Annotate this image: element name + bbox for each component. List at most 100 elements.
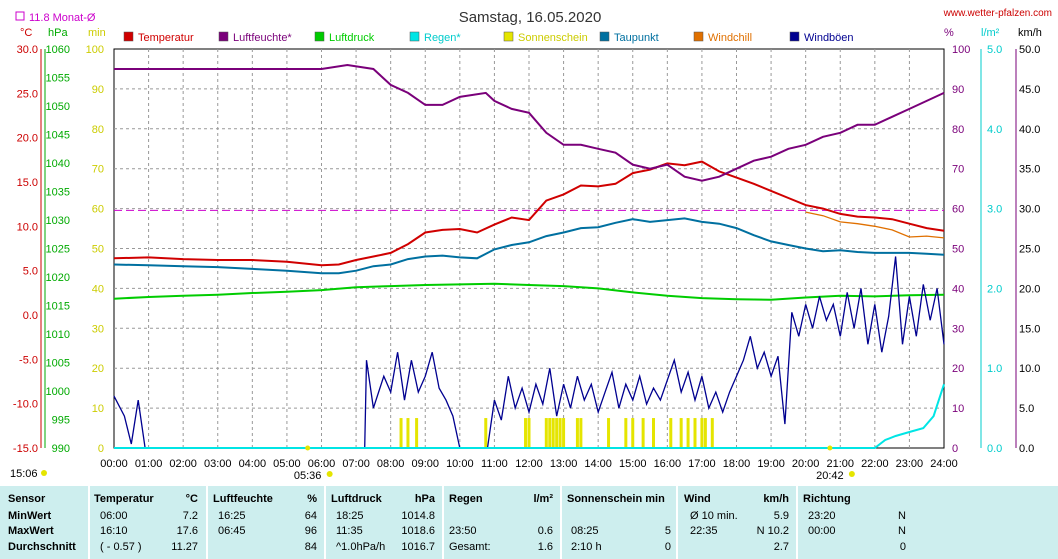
monthly-average-label: 11.8 Monat-Ø [29, 12, 96, 24]
axis-tick-label: 20 [952, 363, 964, 375]
sunshine-bar [548, 418, 552, 448]
x-tick-label: 16:00 [654, 458, 682, 470]
table-cell: 1016.7 [401, 541, 435, 553]
axis-tick-label: 5.0 [23, 266, 38, 278]
axis-tick-label: 25.0 [1019, 244, 1040, 256]
axis-tick-label: 1050 [46, 101, 70, 113]
table-cell: 2:10 h [571, 541, 602, 553]
table-cell: N [898, 525, 906, 537]
legend-label: Temperatur [138, 32, 194, 44]
table-header: Temperatur [94, 493, 154, 505]
axis-tick-label: 30 [952, 323, 964, 335]
legend-label: Luftfeuchte* [233, 32, 292, 44]
x-tick-label: 02:00 [169, 458, 197, 470]
x-tick-label: 03:00 [204, 458, 232, 470]
site-url: www.wetter-pfalzen.com [943, 8, 1052, 19]
sunshine-bar [406, 418, 410, 448]
axis-tick-label: 1030 [46, 215, 70, 227]
x-tick-label: 11:00 [481, 458, 508, 470]
axis-tick-label: 30.0 [1019, 204, 1040, 216]
axis-tick-label: 1045 [46, 130, 70, 142]
axis-tick-label: 0 [98, 443, 104, 455]
table-cell: 16:10 [100, 525, 128, 537]
sunshine-bar [679, 418, 683, 448]
chart-legend: Temperatur Luftfeuchte* Luftdruck Regen* Son… [123, 31, 854, 44]
table-cell: 84 [304, 541, 317, 553]
table-row-label: MaxWert [8, 525, 54, 537]
series-windchill [805, 211, 945, 239]
axis-tick-label: 15.0 [1019, 323, 1040, 335]
legend-label: Sonnenschein [518, 32, 588, 44]
legend-swatch [314, 31, 325, 42]
sunshine-bar [710, 418, 714, 448]
sunshine-bar [415, 418, 419, 448]
sunshine-bar [686, 418, 690, 448]
axis-tick-label: 60 [952, 204, 964, 216]
table-header: Sonnenschein min [567, 493, 665, 505]
table-header: Wind [684, 493, 711, 505]
sunshine-bar [579, 418, 583, 448]
x-tick-label: 07:00 [342, 458, 370, 470]
table-row-label: Durchschnitt [8, 541, 76, 553]
sunshine-bar [562, 418, 566, 448]
table-cell: 5 [664, 525, 671, 537]
table-cell: 2.7 [773, 541, 789, 553]
table-header: Sensor [8, 493, 46, 505]
x-tick-label: 21:00 [826, 458, 854, 470]
table-cell: 0.6 [537, 525, 553, 537]
axis-tick-label: 990 [52, 443, 70, 455]
axis-tick-label: 90 [92, 84, 104, 96]
table-cell: 0 [899, 541, 906, 553]
table-cell: N 10.2 [756, 525, 789, 537]
stats-table-bg [0, 486, 1058, 559]
axis-tick-label: 25.0 [17, 88, 38, 100]
table-cell: 64 [304, 510, 317, 522]
x-tick-label: 06:00 [308, 458, 336, 470]
table-header: °C [185, 493, 198, 505]
legend-swatch [599, 31, 610, 42]
sunshine-bar [669, 418, 673, 448]
axis-tick-label: -15.0 [13, 443, 38, 455]
sunshine-bar [631, 418, 635, 448]
x-tick-label: 19:00 [757, 458, 785, 470]
table-cell: 08:25 [571, 525, 599, 537]
table-header: Luftfeuchte [213, 493, 273, 505]
sunshine-bar [641, 418, 645, 448]
sunshine-bar [693, 418, 697, 448]
axis-tick-label: 50 [952, 244, 964, 256]
sunset-label: 20:42 [816, 470, 844, 482]
unit-label-pressure: hPa [48, 27, 68, 39]
chart-title: Samstag, 16.05.2020 [459, 9, 602, 26]
table-cell: 1.6 [537, 541, 553, 553]
unit-label-rain: l/m² [981, 27, 1000, 39]
legend-label: Luftdruck [329, 32, 375, 44]
axis-tick-label: 0 [952, 443, 958, 455]
axis-tick-label: 1055 [46, 73, 70, 85]
table-header: l/m² [533, 493, 553, 505]
x-tick-label: 04:00 [239, 458, 267, 470]
axis-tick-label: 0.0 [23, 310, 38, 322]
axis-tick-label: 10 [92, 403, 104, 415]
axis-tick-label: 4.0 [987, 124, 1002, 136]
sunshine-bar [652, 418, 655, 448]
unit-label-temp: °C [20, 27, 32, 39]
legend-label: Windböen [804, 32, 854, 44]
axis-tick-label: 70 [952, 164, 964, 176]
x-tick-label: 13:00 [550, 458, 578, 470]
x-tick-label: 20:00 [792, 458, 820, 470]
unit-label-minutes: min [88, 27, 106, 39]
x-tick-label: 18:00 [723, 458, 751, 470]
axis-tick-label: 1010 [46, 329, 70, 341]
axis-tick-label: 50 [92, 244, 104, 256]
table-cell: 0 [664, 541, 671, 553]
axis-tick-label: 20.0 [17, 133, 38, 145]
table-header: km/h [763, 493, 789, 505]
axis-tick-label: 40 [952, 283, 964, 295]
sunset-icon [848, 471, 855, 477]
axis-tick-label: 1040 [46, 158, 70, 170]
series-windben [113, 256, 945, 449]
axis-tick-label: 60 [92, 204, 104, 216]
x-tick-label: 12:00 [515, 458, 543, 470]
table-cell: 17.6 [176, 525, 198, 537]
axis-tick-label: 40 [92, 283, 104, 295]
